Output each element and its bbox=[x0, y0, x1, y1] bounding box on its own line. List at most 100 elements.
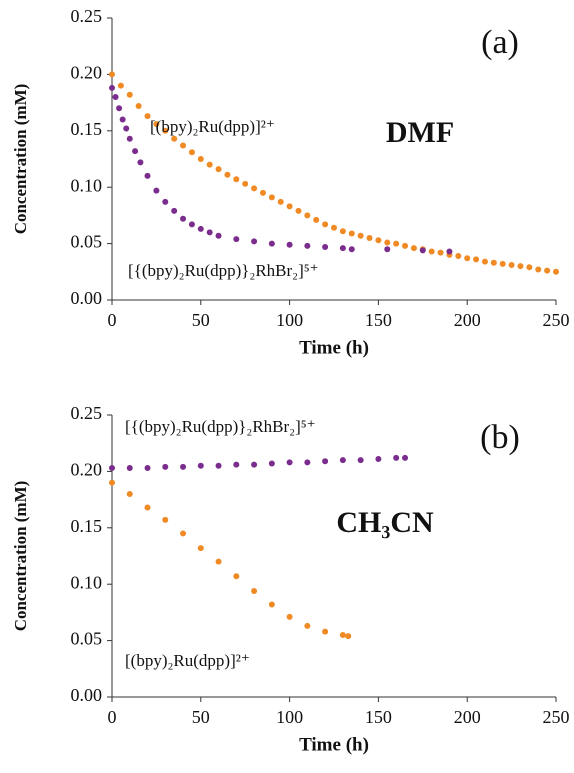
data-point bbox=[322, 628, 329, 635]
data-point bbox=[410, 245, 417, 252]
data-point bbox=[553, 268, 559, 275]
data-point bbox=[215, 558, 222, 565]
data-point bbox=[233, 573, 240, 580]
data-point bbox=[286, 241, 293, 248]
annotation: DMF bbox=[386, 116, 454, 149]
x-tick-label: 200 bbox=[454, 707, 481, 727]
data-point bbox=[215, 462, 222, 469]
data-point bbox=[393, 240, 400, 247]
y-axis-label: Concentration (mM) bbox=[11, 84, 30, 235]
x-tick-label: 250 bbox=[543, 707, 570, 727]
data-point bbox=[348, 230, 355, 237]
series-label: [(bpy)₂Ru(dpp)]²⁺ bbox=[125, 651, 250, 670]
data-point bbox=[188, 221, 195, 228]
data-point bbox=[402, 242, 409, 249]
data-point bbox=[322, 458, 329, 465]
data-point bbox=[428, 248, 435, 255]
y-tick-label: 0.10 bbox=[71, 572, 103, 592]
data-point bbox=[313, 216, 320, 223]
data-point bbox=[268, 460, 275, 467]
data-point bbox=[393, 454, 400, 461]
data-point bbox=[197, 156, 204, 162]
data-point bbox=[304, 622, 311, 629]
data-point bbox=[339, 631, 346, 638]
data-point bbox=[144, 172, 151, 179]
data-point bbox=[109, 84, 115, 91]
x-axis-label: Time (h) bbox=[299, 734, 369, 755]
x-tick-label: 0 bbox=[108, 310, 117, 330]
y-tick-label: 0.10 bbox=[71, 175, 103, 195]
data-point bbox=[153, 187, 160, 194]
annotation: CH₃CN bbox=[336, 506, 434, 539]
y-tick-label: 0.00 bbox=[71, 288, 103, 308]
data-point bbox=[286, 613, 293, 620]
data-point bbox=[206, 229, 213, 236]
data-point bbox=[162, 516, 169, 523]
data-point bbox=[348, 246, 355, 253]
data-point bbox=[224, 171, 231, 178]
data-point bbox=[153, 121, 160, 128]
series-label: [(bpy)₂Ru(dpp)]²⁺ bbox=[150, 117, 275, 136]
y-tick-label: 0.25 bbox=[71, 403, 103, 423]
data-point bbox=[162, 463, 169, 470]
data-point bbox=[251, 587, 258, 594]
data-point bbox=[526, 264, 533, 271]
data-point bbox=[206, 161, 213, 168]
series-label: [{(bpy)₂Ru(dpp)}₂RhBr₂]⁵⁺ bbox=[125, 417, 316, 436]
x-tick-label: 150 bbox=[365, 310, 392, 330]
data-point bbox=[215, 232, 222, 239]
data-point bbox=[544, 267, 551, 274]
data-point bbox=[499, 260, 506, 267]
data-point bbox=[322, 243, 329, 250]
data-point bbox=[455, 253, 462, 260]
x-tick-label: 50 bbox=[192, 310, 210, 330]
x-tick-label: 150 bbox=[365, 707, 392, 727]
data-point bbox=[268, 240, 275, 247]
annotation: (a) bbox=[481, 24, 519, 61]
data-point bbox=[402, 454, 409, 461]
data-point bbox=[126, 135, 133, 142]
data-point bbox=[366, 234, 373, 241]
data-point bbox=[242, 180, 249, 187]
data-point bbox=[464, 255, 471, 262]
data-point bbox=[268, 601, 275, 608]
y-tick-label: 0.05 bbox=[71, 232, 103, 252]
x-tick-label: 250 bbox=[543, 310, 570, 330]
data-point bbox=[508, 262, 515, 269]
x-tick-label: 100 bbox=[276, 310, 303, 330]
data-point bbox=[259, 189, 266, 196]
x-axis-label: Time (h) bbox=[299, 337, 369, 358]
data-point bbox=[109, 71, 115, 78]
data-point bbox=[331, 224, 337, 231]
data-point bbox=[339, 245, 346, 252]
data-point bbox=[384, 246, 391, 253]
data-point bbox=[188, 149, 195, 156]
data-point bbox=[197, 225, 204, 232]
data-point bbox=[180, 215, 187, 222]
data-point bbox=[132, 148, 139, 155]
data-point bbox=[180, 142, 187, 149]
data-point bbox=[144, 465, 151, 472]
data-point bbox=[517, 263, 524, 270]
data-point bbox=[345, 633, 352, 640]
data-point bbox=[437, 249, 444, 256]
data-point bbox=[357, 232, 364, 239]
data-point bbox=[277, 198, 284, 205]
data-point bbox=[197, 462, 204, 469]
data-point bbox=[295, 207, 302, 214]
data-point bbox=[123, 125, 130, 132]
y-tick-label: 0.20 bbox=[71, 63, 103, 83]
data-point bbox=[144, 504, 151, 511]
data-point bbox=[251, 461, 258, 468]
data-point bbox=[322, 221, 329, 228]
y-tick-label: 0.00 bbox=[71, 685, 103, 705]
data-point bbox=[116, 105, 123, 112]
data-point bbox=[233, 236, 240, 243]
data-point bbox=[535, 266, 542, 273]
data-point bbox=[286, 203, 293, 210]
data-point bbox=[251, 185, 258, 192]
data-point bbox=[268, 194, 275, 201]
data-point bbox=[375, 455, 382, 462]
data-point bbox=[126, 465, 133, 472]
